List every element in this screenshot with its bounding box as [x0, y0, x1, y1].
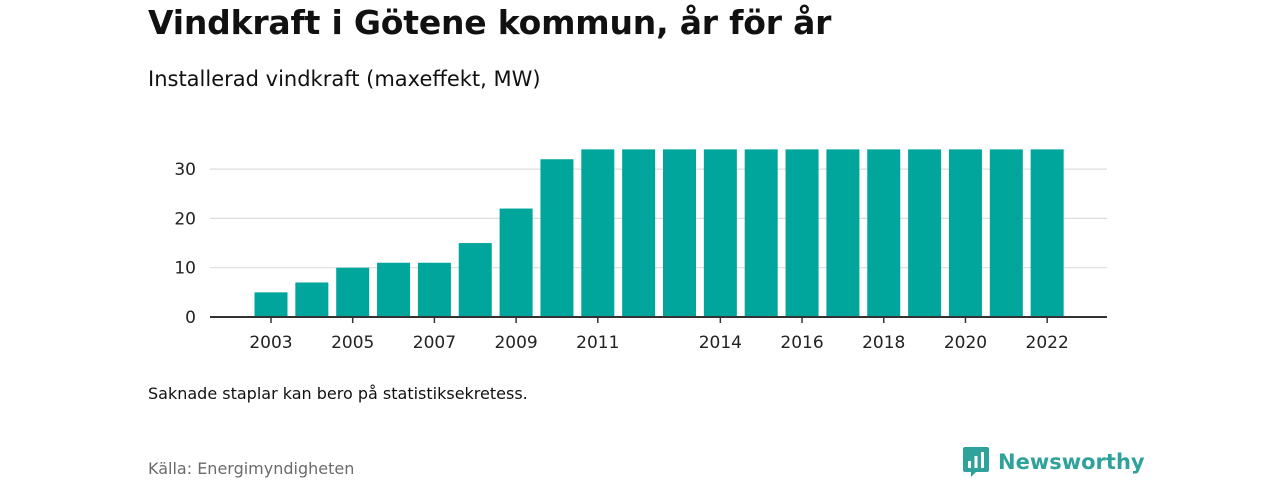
newsworthy-brand: Newsworthy — [962, 445, 1145, 479]
bar-2009 — [499, 208, 533, 317]
x-tick-label: 2009 — [494, 333, 537, 353]
bar-2019 — [908, 149, 942, 317]
x-tick-label: 2003 — [249, 333, 292, 353]
source-note: Källa: Energimyndigheten — [148, 459, 355, 478]
x-tick-label: 2016 — [780, 333, 823, 353]
bar-2015 — [744, 149, 778, 317]
chart-footnote: Saknade staplar kan bero på statistiksek… — [148, 384, 528, 403]
bar-2011 — [581, 149, 615, 317]
x-tick-label: 2011 — [576, 333, 619, 353]
x-tick-label: 2020 — [944, 333, 987, 353]
chart-subtitle: Installerad vindkraft (maxeffekt, MW) — [148, 67, 541, 91]
newsworthy-logo-icon — [963, 447, 989, 477]
bar-2006 — [377, 262, 411, 317]
y-tick-label: 30 — [174, 160, 196, 180]
brand-name: Newsworthy — [998, 450, 1145, 474]
bar-2014 — [703, 149, 737, 317]
x-tick-label: 2018 — [862, 333, 905, 353]
bar-2010 — [540, 159, 574, 317]
bars — [254, 149, 1064, 317]
bar-2008 — [458, 243, 492, 317]
bar-2017 — [826, 149, 860, 317]
y-tick-label: 20 — [174, 209, 196, 229]
bar-2018 — [867, 149, 901, 317]
bar-2004 — [295, 282, 329, 317]
x-tick-label: 2005 — [331, 333, 374, 353]
x-tick-label: 2014 — [699, 333, 742, 353]
bar-2012 — [622, 149, 656, 317]
bar-2003 — [254, 292, 288, 317]
bar-2016 — [785, 149, 819, 317]
bar-2007 — [417, 262, 451, 317]
x-tick-label: 2022 — [1026, 333, 1069, 353]
bar-2013 — [663, 149, 696, 317]
y-tick-label: 0 — [185, 308, 196, 328]
bar-2020 — [948, 149, 982, 317]
bar-2021 — [989, 149, 1023, 317]
bar-2005 — [336, 267, 370, 317]
bar-2022 — [1030, 149, 1064, 317]
y-tick-label: 10 — [174, 259, 196, 279]
x-tick-label: 2007 — [413, 333, 456, 353]
axes: 0 10 20 30 2003 2005 2007 2009 2011 2014 2016 2018 2… — [174, 160, 1107, 353]
chart-title: Vindkraft i Götene kommun, år för år — [148, 3, 832, 42]
